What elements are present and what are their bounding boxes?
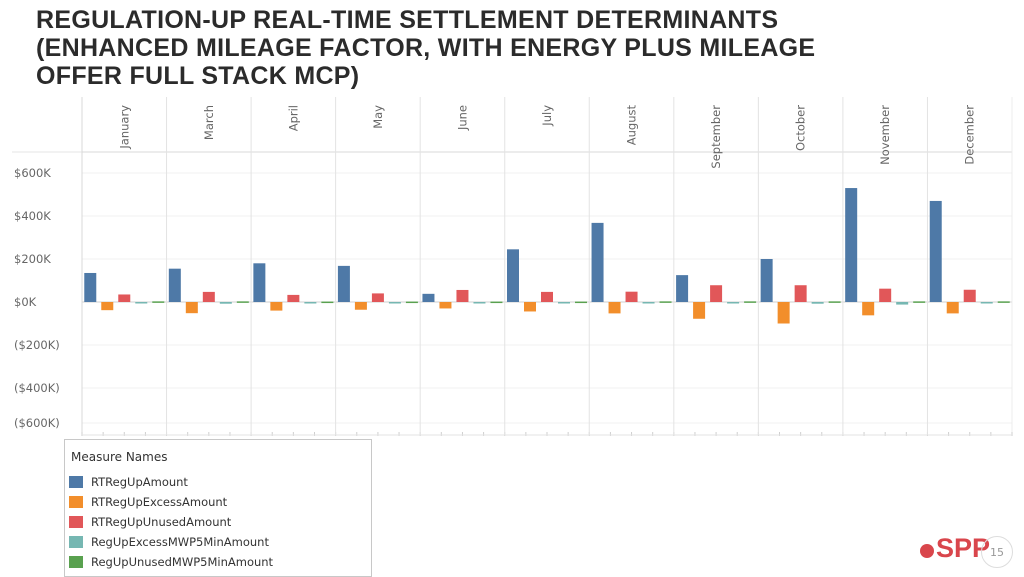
y-tick-label: $0K [14,295,37,309]
bar-RegUpUnusedMWP5MinAmount [828,301,841,303]
month-label: June [455,105,469,131]
page-number: 15 [981,536,1013,568]
y-tick-label: $400K [14,209,51,223]
title-line-1: REGULATION-UP REAL-TIME SETTLEMENT DETER… [36,6,779,34]
legend-item: RegUpExcessMWP5MinAmount [69,532,371,552]
title-line-2: (ENHANCED MILEAGE FACTOR, WITH ENERGY PL… [36,34,816,62]
legend-swatch [69,556,83,568]
bar-RTRegUpAmount [84,272,97,302]
bar-RegUpUnusedMWP5MinAmount [997,301,1010,303]
legend-label: RTRegUpExcessAmount [91,495,228,509]
legend-label: RegUpUnusedMWP5MinAmount [91,555,274,569]
bar-RTRegUpAmount [422,293,435,302]
bar-RTRegUpAmount [591,222,604,302]
bar-RTRegUpUnusedAmount [794,285,807,302]
bar-RTRegUpExcessAmount [524,302,536,312]
bar-RTRegUpExcessAmount [439,302,452,309]
month-label: October [794,105,808,151]
bar-RTRegUpUnusedAmount [963,289,976,302]
bar-RegUpExcessMWP5MinAmount [304,302,317,304]
bar-RTRegUpExcessAmount [101,302,114,311]
bar-RegUpUnusedMWP5MinAmount [575,301,587,304]
bar-chart: $600K $400K $200K $0K ($200K) ($400K) ($600K) J… [12,97,1013,436]
y-tick-label: ($600K) [14,416,60,430]
legend-label: RTRegUpAmount [91,475,188,489]
bar-RegUpExcessMWP5MinAmount [558,302,570,304]
bar-RegUpUnusedMWP5MinAmount [659,301,672,303]
bar-RTRegUpUnusedAmount [879,288,892,302]
bar-RegUpUnusedMWP5MinAmount [236,301,249,303]
legend-swatch [69,536,83,548]
month-label: April [286,105,300,131]
chart-legend: Measure Names RTRegUpAmount RTRegUpExcess… [64,439,372,577]
bar-RegUpUnusedMWP5MinAmount [913,301,926,303]
bar-RTRegUpUnusedAmount [118,294,131,302]
bar-RTRegUpExcessAmount [946,302,959,314]
y-tick-label: ($400K) [14,381,60,395]
y-tick-label: $200K [14,252,51,266]
title-line-3: OFFER FULL STACK MCP) [36,62,360,90]
legend-item: RegUpUnusedMWP5MinAmount [69,552,371,572]
legend-title: Measure Names [71,450,168,464]
legend-label: RTRegUpUnusedAmount [91,515,232,529]
bar-RTRegUpUnusedAmount [456,289,469,302]
month-label: March [202,105,216,140]
bar-RTRegUpAmount [845,188,858,302]
bar-RegUpExcessMWP5MinAmount [727,302,740,304]
bar-RegUpUnusedMWP5MinAmount [490,301,503,304]
month-label: November [878,105,892,165]
bar-RTRegUpUnusedAmount [371,293,384,302]
bar-RegUpUnusedMWP5MinAmount [744,301,757,303]
legend-item: RTRegUpAmount [69,472,371,492]
month-label: May [371,105,385,129]
bar-RTRegUpUnusedAmount [625,291,638,302]
legend-swatch [69,516,83,528]
bar-RegUpExcessMWP5MinAmount [642,302,655,304]
bar-RegUpUnusedMWP5MinAmount [321,301,334,304]
bar-RegUpExcessMWP5MinAmount [219,302,232,304]
bar-RTRegUpUnusedAmount [287,294,300,302]
bar-RTRegUpAmount [253,263,266,302]
bar-RTRegUpExcessAmount [777,302,790,324]
bar-RegUpUnusedMWP5MinAmount [152,301,165,303]
bar-RTRegUpExcessAmount [608,302,621,314]
legend-item: RTRegUpExcessAmount [69,492,371,512]
bar-RTRegUpExcessAmount [693,302,706,319]
legend-label: RegUpExcessMWP5MinAmount [91,535,269,549]
bar-RTRegUpExcessAmount [354,302,367,310]
bar-RTRegUpUnusedAmount [710,285,723,302]
bar-RTRegUpAmount [337,265,350,302]
legend-item: RTRegUpUnusedAmount [69,512,371,532]
spp-logo-mark [920,543,934,558]
bar-RTRegUpUnusedAmount [541,291,553,302]
bar-RTRegUpAmount [676,275,689,302]
bar-RTRegUpAmount [168,268,181,302]
bar-RegUpExcessMWP5MinAmount [811,302,824,304]
bar-RTRegUpAmount [760,259,773,302]
bar-RegUpExcessMWP5MinAmount [473,302,486,304]
y-tick-label: $600K [14,166,51,180]
spp-logo: SPP [920,533,990,564]
bar-RegUpExcessMWP5MinAmount [896,302,909,305]
bar-RegUpExcessMWP5MinAmount [135,302,148,304]
bar-RTRegUpExcessAmount [185,302,198,314]
month-label: August [625,105,639,146]
bar-RTRegUpExcessAmount [270,302,283,311]
slide-title: REGULATION-UP REAL-TIME SETTLEMENT DETER… [36,6,996,90]
month-label: July [540,105,554,127]
bar-RTRegUpUnusedAmount [202,291,215,302]
bar-RTRegUpAmount [929,200,942,302]
bar-RegUpUnusedMWP5MinAmount [405,301,418,304]
month-label: January [117,105,131,150]
legend-swatch [69,476,83,488]
bar-RTRegUpExcessAmount [862,302,875,316]
bar-RegUpExcessMWP5MinAmount [980,302,993,304]
legend-swatch [69,496,83,508]
month-label: December [963,105,977,165]
bar-RegUpExcessMWP5MinAmount [388,302,401,304]
y-tick-label: ($200K) [14,338,60,352]
bar-RTRegUpAmount [507,249,519,302]
month-label: September [709,105,723,169]
